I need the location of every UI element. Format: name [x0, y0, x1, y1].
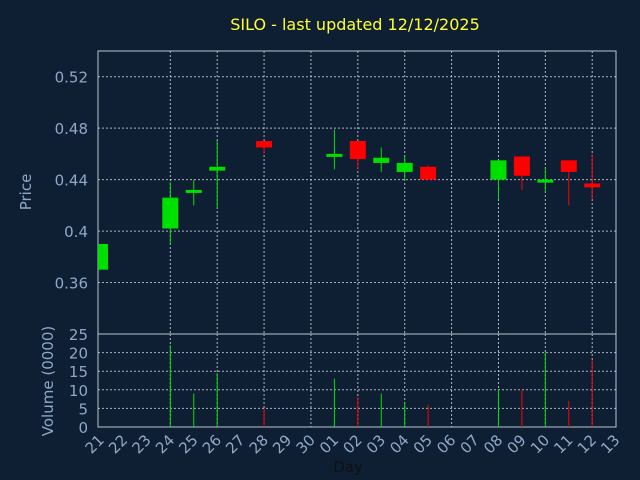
x-tick-label: 24: [152, 431, 178, 457]
price-tick-label: 0.36: [55, 275, 88, 293]
candles: [98, 129, 601, 270]
x-tick-label: 11: [550, 431, 576, 457]
x-tick-label: 03: [363, 431, 389, 457]
candle-body: [537, 179, 554, 183]
x-ticks: 2122232425262728293001020304050607080910…: [82, 431, 624, 457]
price-tick-label: 0.44: [55, 172, 88, 190]
price-panel: 0.36 0.4 0.44 0.48 0.52 Price: [17, 50, 617, 335]
x-tick-label: 04: [386, 431, 412, 457]
price-tick-label: 0.52: [55, 69, 88, 87]
candle-body: [560, 160, 577, 172]
price-tick-label: 0.48: [55, 120, 88, 138]
candle-body: [162, 197, 179, 229]
x-tick-label: 12: [574, 431, 600, 457]
candle-body: [326, 153, 343, 157]
x-tick-label: 10: [527, 431, 553, 457]
candle-body: [185, 189, 202, 193]
x-tick-label: 05: [410, 431, 436, 457]
volume-tick-label: 25: [69, 326, 88, 344]
volume-grid: [98, 333, 616, 428]
candle-body: [584, 183, 601, 188]
volume-plot-frame: [97, 333, 617, 428]
volume-bars: [169, 345, 593, 427]
candle-body: [513, 156, 530, 176]
candle-body: [490, 160, 507, 180]
x-tick-label: 27: [222, 431, 248, 457]
x-tick-label: 09: [503, 431, 529, 457]
price-y-ticks: 0.36 0.4 0.44 0.48 0.52: [55, 69, 88, 293]
price-tick-label: 0.4: [64, 223, 88, 241]
x-tick-label: 22: [105, 431, 131, 457]
candle-body: [396, 162, 413, 172]
price-axis-label: Price: [17, 174, 35, 211]
x-tick-label: 06: [433, 431, 459, 457]
x-tick-label: 28: [246, 431, 272, 457]
volume-tick-label: 10: [69, 382, 88, 400]
x-tick-label: 26: [199, 431, 225, 457]
price-plot-frame: [97, 50, 617, 335]
x-tick-label: 02: [339, 431, 365, 457]
x-axis-label: Day: [333, 458, 363, 476]
candle-body: [256, 141, 273, 148]
volume-axis-label: Volume (0000): [39, 326, 57, 436]
volume-tick-label: 15: [69, 363, 88, 381]
x-tick-label: 29: [269, 431, 295, 457]
candle-body: [209, 166, 226, 171]
volume-tick-label: 5: [78, 400, 88, 418]
price-grid: [98, 51, 616, 334]
volume-tick-label: 20: [69, 345, 88, 363]
candle-body: [349, 141, 366, 160]
volume-tick-label: 0: [78, 419, 88, 437]
candle-body: [373, 157, 390, 163]
candle-body: [98, 243, 108, 270]
x-tick-label: 01: [316, 431, 342, 457]
x-tick-label: 07: [457, 431, 483, 457]
x-tick-label: 25: [175, 431, 201, 457]
chart-title: SILO - last updated 12/12/2025: [230, 15, 480, 34]
candle-body: [420, 166, 437, 180]
x-tick-label: 08: [480, 431, 506, 457]
x-tick-label: 30: [293, 431, 319, 457]
x-tick-label: 13: [597, 431, 623, 457]
x-tick-label: 23: [128, 431, 154, 457]
